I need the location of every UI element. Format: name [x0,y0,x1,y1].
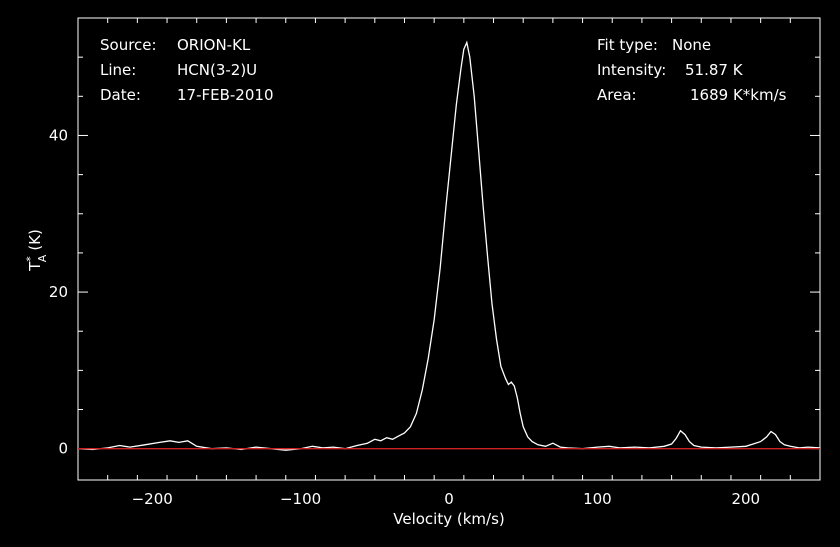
x-tick-label: −200 [132,490,173,508]
fit-type-label: Fit type: [597,36,658,54]
axis-ticks [77,17,821,480]
y-axis-label-base: T [26,261,44,272]
y-axis-label: T*A (K) [24,229,49,272]
y-axis-label-sup: * [24,256,37,262]
y-tick-label: 20 [49,283,68,301]
y-axis-label-sub: A [36,254,49,262]
line-value: HCN(3-2)U [177,61,257,79]
source-label: Source: [100,36,157,54]
intensity-label: Intensity: [597,61,666,79]
plot-frame [77,17,821,481]
intensity-value: 51.87 K [685,61,744,79]
date-label: Date: [100,86,141,104]
date-value: 17-FEB-2010 [177,86,273,104]
y-tick-label: 0 [58,440,68,458]
fit-type-value: None [672,36,711,54]
source-value: ORION-KL [177,36,251,54]
line-label: Line: [100,61,136,79]
x-tick-label: 0 [444,490,454,508]
area-label: Area: [597,86,637,104]
area-value: 1689 K*km/s [690,86,787,104]
tick-labels: −200 −100 0 100 200 0 20 40 [49,126,760,508]
y-axis-label-unit: (K) [26,229,44,251]
x-tick-label: 100 [583,490,612,508]
x-axis-label: Velocity (km/s) [393,510,504,528]
y-tick-label: 40 [49,126,68,144]
x-tick-label: 200 [731,490,760,508]
x-tick-label: −100 [280,490,321,508]
